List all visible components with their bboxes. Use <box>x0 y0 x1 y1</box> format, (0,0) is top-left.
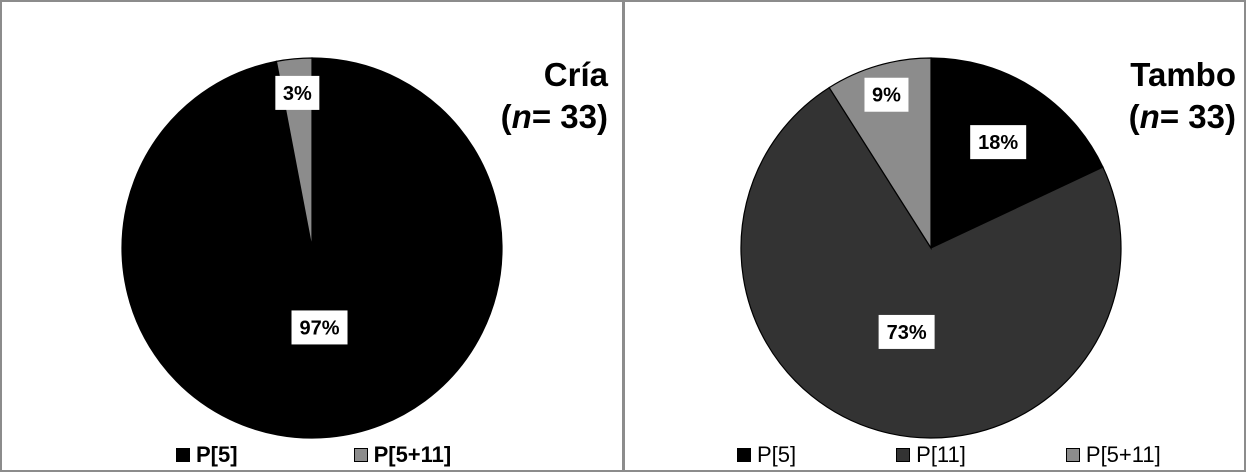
legend-label: P[5+11] <box>373 442 452 467</box>
legend-swatch <box>737 448 751 462</box>
n-value: = 33 <box>1159 98 1225 135</box>
paren-close: ) <box>597 98 608 135</box>
data-label-box <box>864 77 909 112</box>
legend-swatch <box>1065 448 1080 462</box>
paren-close: ) <box>1225 98 1236 135</box>
data-label-text: 73% <box>887 322 927 344</box>
chart-title-cria: Cría (n= 33) <box>501 54 608 138</box>
legend-item-p-5-11: P[5+11] <box>1065 442 1161 468</box>
data-label-p-5-11: 3% <box>275 75 320 110</box>
legend-item-p-5: P[5] <box>737 442 796 468</box>
sample-size: (n= 33) <box>501 96 608 138</box>
data-label-p-5-11: 9% <box>864 77 909 112</box>
legend-label: P[5] <box>196 442 238 467</box>
legend-item-p-5-11: P[5+11] <box>353 442 452 468</box>
data-label-box <box>275 75 320 110</box>
data-label-text: 3% <box>283 83 312 105</box>
legend-cria: P[5] P[5+11] <box>176 442 451 468</box>
sample-size: (n= 33) <box>1129 96 1236 138</box>
legend-label: P[5+11] <box>1085 442 1161 467</box>
data-label-text: 97% <box>299 317 339 339</box>
data-label-text: 18% <box>978 132 1018 154</box>
legend-label: P[5] <box>757 442 797 467</box>
chart-panel-tambo: 18% 73% 9% Tambo (n= 33) P[5] P[11] P[5+11] <box>624 0 1246 472</box>
pie-chart-tambo: 18% 73% 9% <box>740 57 1122 439</box>
data-label-text: 9% <box>872 85 901 107</box>
data-label-box <box>878 314 935 349</box>
legend-tambo: P[5] P[11] P[5+11] <box>737 442 1161 468</box>
data-label-box <box>970 125 1027 160</box>
title-text: Cría <box>543 56 608 93</box>
paren-open: ( <box>500 98 512 135</box>
paren-open: ( <box>1128 98 1140 135</box>
chart-title-tambo: Tambo (n= 33) <box>1129 54 1236 138</box>
legend-label: P[11] <box>916 442 966 467</box>
legend-item-p-11: P[11] <box>896 442 966 468</box>
legend-swatch <box>353 448 368 462</box>
data-label-p-5: 18% <box>970 125 1027 160</box>
title-text: Tambo <box>1130 56 1236 93</box>
pie-slice-p-11 <box>740 86 1122 439</box>
legend-item-p-5: P[5] <box>176 442 238 468</box>
n-symbol: n <box>511 98 532 135</box>
data-label-p-11: 73% <box>878 314 935 349</box>
pie-chart-cria: 97% 3% <box>121 57 503 439</box>
legend-swatch <box>896 448 911 462</box>
chart-panel-cria: 97% 3% Cría (n= 33) P[5] P[5+11] <box>0 0 624 472</box>
data-label-box <box>291 310 348 345</box>
data-label-p-5: 97% <box>291 310 348 345</box>
n-value: = 33 <box>531 98 597 135</box>
legend-swatch <box>176 448 190 462</box>
n-symbol: n <box>1139 98 1160 135</box>
